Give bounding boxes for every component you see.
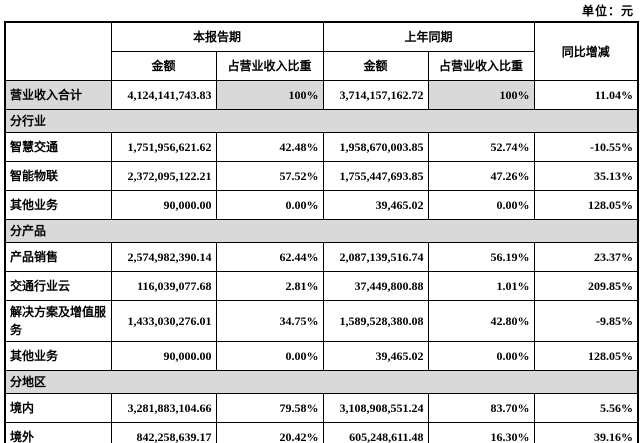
prior-amount-cell: 3,108,908,551.24 (322, 393, 429, 423)
prior-pct-cell: 42.80% (427, 300, 535, 342)
table-row-smart-transport: 智慧交通 1,751,956,621.62 42.48% 1,958,670,0… (4, 132, 639, 162)
revenue-breakdown-table: 本报告期 上年同期 同比增减 金额 占营业收入比重 金额 占营业收入比重 营业收… (4, 21, 640, 443)
prior-pct-cell: 56.19% (427, 242, 535, 272)
current-amount-cell: 1,433,030,276.01 (110, 300, 217, 342)
current-amount-header: 金额 (110, 51, 217, 81)
table-row-domestic: 境内 3,281,883,104.66 79.58% 3,108,908,551… (4, 393, 639, 423)
row-label-cell: 解决方案及增值服务 (4, 300, 112, 342)
current-amount-cell: 3,281,883,104.66 (110, 393, 217, 423)
header-row-metrics: 金额 占营业收入比重 金额 占营业收入比重 (5, 51, 638, 81)
row-label-cell: 其他业务 (4, 341, 112, 371)
current-pct-cell: 42.48% (215, 132, 324, 162)
prior-pct-cell: 100% (427, 80, 535, 110)
current-pct-cell: 34.75% (215, 300, 324, 342)
row-label-cell: 交通行业云 (4, 271, 112, 301)
current-pct-cell: 2.81% (215, 271, 324, 301)
current-pct-cell: 100% (215, 80, 324, 110)
current-pct-cell: 0.00% (215, 341, 324, 371)
table-row-overseas: 境外 842,258,639.17 20.42% 605,248,611.48 … (4, 422, 639, 443)
row-label-cell: 境外 (4, 422, 112, 443)
section-row-by-industry: 分行业 (4, 109, 639, 133)
prior-amount-cell: 605,248,611.48 (322, 422, 429, 443)
prior-pct-cell: 47.26% (427, 161, 535, 191)
prior-period-header: 上年同期 (322, 21, 535, 52)
yoy-cell: 35.13% (533, 161, 639, 191)
row-label-cell: 智能物联 (4, 161, 112, 191)
current-amount-cell: 1,751,956,621.62 (110, 132, 217, 162)
current-amount-cell: 90,000.00 (110, 190, 217, 220)
yoy-cell: -10.55% (533, 132, 639, 162)
prior-pct-cell: 16.30% (427, 422, 535, 443)
yoy-cell: 39.16% (533, 422, 639, 443)
current-amount-cell: 4,124,141,743.83 (110, 80, 217, 110)
prior-amount-cell: 1,958,670,003.85 (322, 132, 429, 162)
prior-amount-cell: 3,714,157,162.72 (322, 80, 429, 110)
current-amount-cell: 2,372,095,122.21 (110, 161, 217, 191)
yoy-cell: 23.37% (533, 242, 639, 272)
section-label-cell: 分行业 (4, 109, 639, 133)
row-label-cell: 境内 (4, 393, 112, 423)
prior-pct-cell: 0.00% (427, 341, 535, 371)
table-row-other-business-product: 其他业务 90,000.00 0.00% 39,465.02 0.00% 128… (4, 341, 639, 371)
unit-label: 单位：元 (581, 4, 634, 18)
section-row-by-product: 分产品 (4, 219, 639, 243)
current-pct-cell: 79.58% (215, 393, 324, 423)
yoy-change-header: 同比增减 (533, 21, 639, 81)
prior-pct-cell: 1.01% (427, 271, 535, 301)
prior-pct-cell: 83.70% (427, 393, 535, 423)
yoy-cell: 128.05% (533, 341, 639, 371)
table-row-product-sales: 产品销售 2,574,982,390.14 62.44% 2,087,139,5… (4, 242, 639, 272)
current-period-header: 本报告期 (110, 21, 324, 52)
row-label-cell: 营业收入合计 (4, 80, 112, 110)
prior-amount-cell: 1,589,528,380.08 (322, 300, 429, 342)
yoy-cell: 209.85% (533, 271, 639, 301)
table-row-total-revenue: 营业收入合计 4,124,141,743.83 100% 3,714,157,1… (4, 80, 639, 110)
prior-amount-cell: 2,087,139,516.74 (322, 242, 429, 272)
current-amount-cell: 842,258,639.17 (110, 422, 217, 443)
table-row-solutions-services: 解决方案及增值服务 1,433,030,276.01 34.75% 1,589,… (4, 300, 639, 342)
prior-amount-cell: 37,449,800.88 (322, 271, 429, 301)
yoy-cell: -9.85% (533, 300, 639, 342)
yoy-cell: 128.05% (533, 190, 639, 220)
current-pct-cell: 62.44% (215, 242, 324, 272)
row-label-cell: 产品销售 (4, 242, 112, 272)
table-row-other-business-industry: 其他业务 90,000.00 0.00% 39,465.02 0.00% 128… (4, 190, 639, 220)
corner-cell (4, 21, 112, 81)
table-row-smart-iot: 智能物联 2,372,095,122.21 57.52% 1,755,447,6… (4, 161, 639, 191)
current-pct-header: 占营业收入比重 (215, 51, 324, 81)
row-label-cell: 智慧交通 (4, 132, 112, 162)
section-row-by-region: 分地区 (4, 370, 639, 394)
prior-amount-header: 金额 (322, 51, 429, 81)
section-label-cell: 分产品 (4, 219, 639, 243)
current-amount-cell: 2,574,982,390.14 (110, 242, 217, 272)
current-pct-cell: 20.42% (215, 422, 324, 443)
header-row-periods: 本报告期 上年同期 同比增减 (4, 21, 639, 81)
section-label-cell: 分地区 (4, 370, 639, 394)
row-label-cell: 其他业务 (4, 190, 112, 220)
prior-pct-cell: 0.00% (427, 190, 535, 220)
yoy-cell: 5.56% (533, 393, 639, 423)
current-pct-cell: 57.52% (215, 161, 324, 191)
prior-pct-header: 占营业收入比重 (427, 51, 535, 81)
prior-amount-cell: 39,465.02 (322, 190, 429, 220)
yoy-cell: 11.04% (533, 80, 639, 110)
current-amount-cell: 116,039,077.68 (110, 271, 217, 301)
current-amount-cell: 90,000.00 (110, 341, 217, 371)
prior-amount-cell: 39,465.02 (322, 341, 429, 371)
current-pct-cell: 0.00% (215, 190, 324, 220)
prior-pct-cell: 52.74% (427, 132, 535, 162)
table-row-transport-cloud: 交通行业云 116,039,077.68 2.81% 37,449,800.88… (4, 271, 639, 301)
prior-amount-cell: 1,755,447,693.85 (322, 161, 429, 191)
